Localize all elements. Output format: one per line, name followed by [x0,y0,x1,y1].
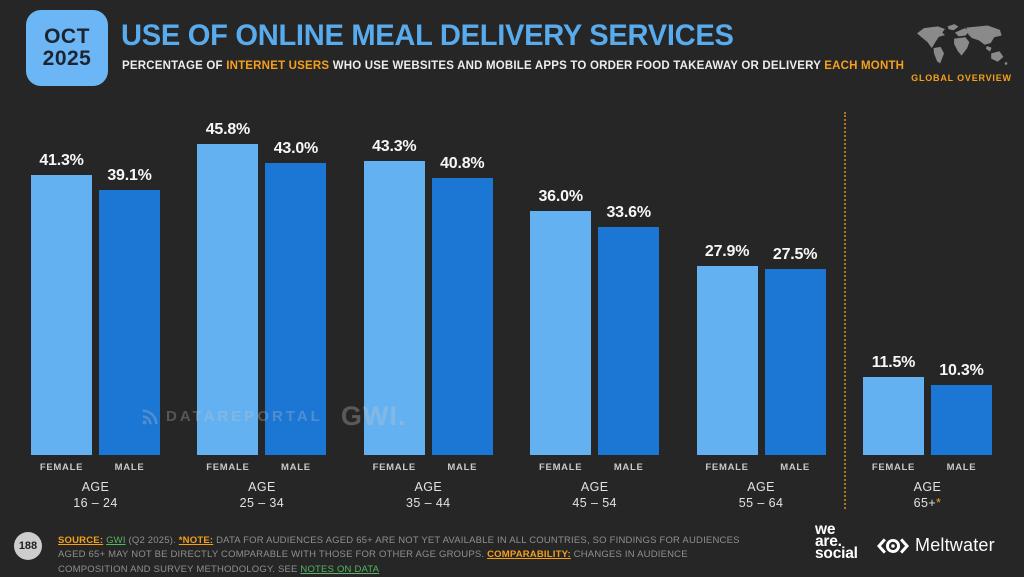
bar-value-label: 36.0% [538,187,583,205]
subtitle-mid: WHO USE WEBSITES AND MOBILE APPS TO ORDE… [329,60,825,72]
was-logo-line-1: we [815,521,836,538]
female-bar-column: 36.0% [530,110,592,455]
male-bar-column: 33.6% [598,110,660,455]
series-label: FEMALE [206,462,250,473]
age-group: 43.3% 40.8% FEMALE MALE AGE 35 – 44 [363,110,493,511]
age-label: AGE 35 – 44 [406,480,451,510]
was-logo-line-3: social [815,545,858,562]
source-label: SOURCE: [58,535,104,546]
age-group: 27.9% 27.5% FEMALE MALE AGE 55 – 64 [696,110,826,511]
male-bar-column: 43.0% [265,110,327,455]
page-number-badge: 188 [14,532,42,560]
comparability-text: CHANGES IN AUDIENCE COMPOSITION AND SURV… [58,549,688,575]
bar-value-label: 40.8% [440,155,485,173]
age-group: 45.8% 43.0% FEMALE MALE AGE 25 – 34 [197,110,327,511]
age-65-separator-line [844,112,846,509]
bar-value-label: 27.9% [704,242,750,260]
female-bar [363,161,425,455]
meltwater-icon [876,537,910,554]
notes-on-data-link[interactable]: NOTES ON DATA [300,563,380,575]
male-bar [764,268,826,455]
bar-value-label: 11.5% [871,354,916,372]
female-bar-column: 27.9% [696,110,758,455]
we-are-social-logo: we are. social [815,521,858,562]
age-label: AGE 65+* [913,480,942,510]
male-bar [99,189,160,455]
age-label: AGE 16 – 24 [73,480,118,510]
male-bar-column: 10.3% [930,110,992,455]
age-label: AGE 25 – 34 [239,480,285,510]
series-label: MALE [946,462,977,473]
note-text: DATA FOR AUDIENCES AGED 65+ ARE NOT YET … [58,535,740,561]
date-badge-month: OCT [44,24,90,48]
male-bar-column: 39.1% [99,110,160,455]
female-bar [197,144,259,455]
female-bar [862,377,924,455]
date-badge-year: 2025 [42,47,92,70]
series-label: MALE [780,462,810,473]
age-group: 11.5% 10.3% FEMALE MALE AGE 65+* [862,110,992,511]
age-group: 41.3% 39.1% FEMALE MALE AGE 16 – 24 [31,110,160,511]
male-bar [598,227,660,455]
bar-value-label: 43.3% [372,138,417,156]
bar-value-label: 39.1% [107,166,152,184]
female-bar [530,210,592,455]
female-bar [696,265,758,455]
female-bar-column: 41.3% [31,110,92,455]
series-label: FEMALE [539,462,583,473]
subtitle-highlight-each-month: EACH MONTH [824,60,905,72]
global-overview-label: GLOBAL OVERVIEW [911,73,1012,83]
female-bar-column: 11.5% [862,110,924,455]
age-group: 36.0% 33.6% FEMALE MALE AGE 45 – 54 [530,110,660,511]
bar-value-label: 27.5% [772,245,818,263]
bar-chart: 41.3% 39.1% FEMALE MALE AGE 16 – 24 45.8% 43.0%… [31,110,992,511]
global-overview-block: GLOBAL OVERVIEW [903,22,1020,83]
bar-value-label: 45.8% [205,121,251,139]
male-bar [930,385,992,455]
bar-value-label: 41.3% [39,152,84,169]
bar-value-label: 33.6% [606,204,651,222]
note-label: *NOTE: [178,535,214,546]
footnote-asterisk: * [936,495,942,510]
series-label: MALE [281,462,311,473]
male-bar [431,178,493,455]
age-label: AGE 55 – 64 [738,480,784,510]
date-badge: OCT 2025 [26,10,108,86]
series-label: MALE [447,462,478,473]
series-label: MALE [114,462,145,473]
source-link-gwi[interactable]: GWI [106,535,126,546]
male-bar-column: 27.5% [764,110,826,455]
world-map-icon [916,24,1008,65]
was-logo-line-2: are. [815,533,842,550]
female-bar-column: 43.3% [363,110,425,455]
source-rest: (Q2 2025). [128,535,176,546]
series-label: FEMALE [372,462,416,473]
meltwater-name: Meltwater [915,535,995,555]
female-bar-column: 45.8% [197,110,259,455]
meltwater-logo: Meltwater [876,535,995,556]
series-label: FEMALE [39,462,84,473]
age-label: AGE 45 – 54 [572,480,617,510]
source-note: SOURCE: GWI (Q2 2025). *NOTE: DATA FOR A… [58,534,750,577]
bar-value-label: 43.0% [273,140,319,158]
comparability-label: COMPARABILITY: [487,549,571,561]
subtitle-pre: PERCENTAGE OF [122,60,227,72]
page-title: USE OF ONLINE MEAL DELIVERY SERVICES [121,19,734,52]
page-number: 188 [18,540,38,552]
male-bar-column: 40.8% [431,110,493,455]
female-bar [31,175,92,455]
series-label: FEMALE [705,462,749,473]
series-label: MALE [613,462,644,473]
bar-value-label: 10.3% [939,362,984,380]
male-bar [265,163,327,455]
subtitle-highlight-internet-users: INTERNET USERS [226,60,330,72]
series-label: FEMALE [871,462,916,473]
page-subtitle: PERCENTAGE OF INTERNET USERS WHO USE WEB… [122,60,904,72]
